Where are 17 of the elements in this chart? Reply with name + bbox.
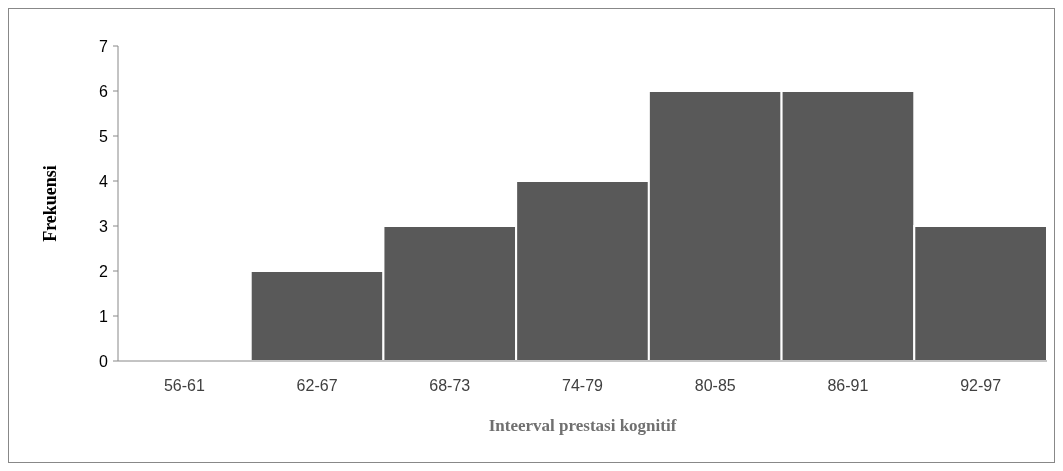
y-tick-label: 4 xyxy=(99,172,109,190)
x-axis-title: Inteerval prestasi kognitif xyxy=(488,416,677,435)
y-tick-label: 3 xyxy=(99,217,109,235)
x-tick-label: 86-91 xyxy=(827,377,869,394)
y-tick-label: 6 xyxy=(99,82,109,100)
y-tick-label: 1 xyxy=(99,307,109,325)
x-tick-label: 62-67 xyxy=(296,377,338,394)
x-tick-label: 56-61 xyxy=(163,377,205,394)
y-tick-label: 7 xyxy=(99,37,109,55)
y-axis-title: Frekuensi xyxy=(40,165,60,242)
y-tick-label: 0 xyxy=(99,352,109,370)
x-tick-label: 80-85 xyxy=(694,377,736,394)
x-tick-label: 74-79 xyxy=(562,377,604,394)
y-tick-label: 5 xyxy=(99,127,109,145)
y-tick-label: 2 xyxy=(99,262,109,280)
x-tick-label: 92-97 xyxy=(960,377,1002,394)
x-tick-label: 68-73 xyxy=(429,377,471,394)
